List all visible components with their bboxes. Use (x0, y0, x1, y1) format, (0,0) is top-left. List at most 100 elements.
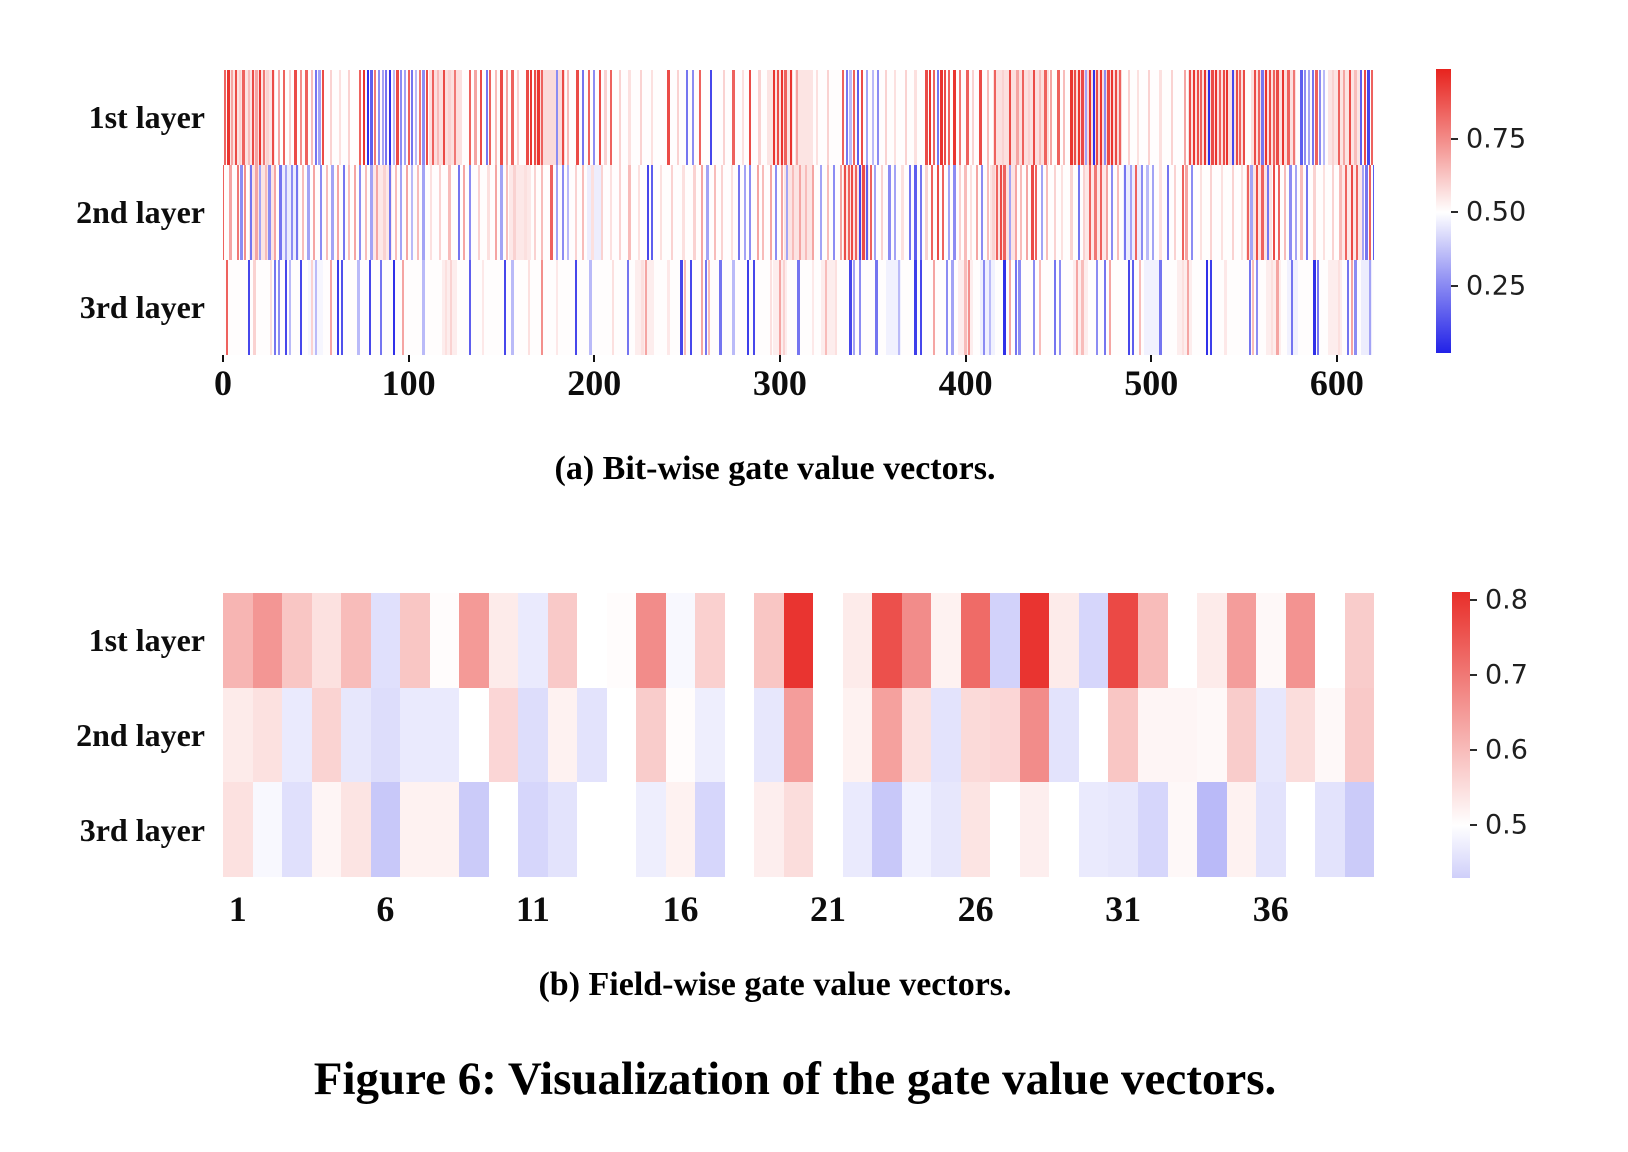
x-tick-label-b: 31 (1105, 889, 1142, 929)
gate-stripe (1103, 260, 1106, 355)
field-cell (960, 782, 991, 877)
x-tick-label-a: 600 (1309, 363, 1364, 403)
gate-stripe (1315, 70, 1318, 165)
gate-stripe (283, 70, 286, 165)
colorbar-b-tick (1470, 598, 1477, 601)
gate-stripe (381, 70, 384, 165)
gate-stripe (1103, 70, 1106, 165)
gate-stripe (996, 165, 999, 260)
gate-stripe (1003, 165, 1006, 260)
field-cell (311, 782, 342, 877)
field-cell (1256, 593, 1286, 688)
field-cell (990, 687, 1020, 783)
gate-stripe (524, 165, 527, 260)
gate-stripe (827, 70, 830, 165)
gate-stripe (1077, 165, 1080, 260)
gate-stripe (299, 260, 303, 355)
gate-stripe (766, 70, 793, 165)
panel-a-row-label-2: 2nd layer (76, 194, 205, 230)
gate-stripe (290, 165, 293, 260)
gate-stripe (1267, 165, 1270, 260)
gate-stripe (971, 70, 975, 165)
gate-stripe (368, 260, 371, 355)
gate-stripe (414, 70, 418, 165)
gate-stripe (799, 165, 802, 260)
gate-stripe (1372, 165, 1374, 260)
gate-stripe (336, 165, 340, 260)
gate-stripe (505, 165, 509, 260)
gate-stripe (489, 70, 492, 165)
gate-stripe (1332, 70, 1335, 165)
gate-stripe (827, 165, 830, 260)
gate-stripe (1276, 70, 1279, 165)
gate-stripe (789, 70, 793, 165)
field-cell (1137, 687, 1168, 783)
gate-stripe (704, 260, 707, 355)
field-cell (1285, 782, 1316, 877)
gate-stripe (1031, 165, 1034, 260)
field-cell (695, 782, 725, 877)
gate-stripe (1332, 165, 1335, 260)
gate-stripe (1337, 70, 1340, 165)
gate-stripe (500, 165, 503, 260)
gate-stripe (1124, 165, 1127, 260)
field-cell (252, 687, 283, 783)
gate-stripe (970, 165, 973, 260)
gate-stripe (1200, 70, 1203, 165)
gate-stripe (1220, 165, 1223, 260)
gate-stripe (310, 70, 314, 165)
gate-stripe (645, 260, 648, 355)
gate-stripe (247, 70, 251, 165)
gate-stripe (1177, 260, 1193, 355)
gate-stripe (1226, 70, 1229, 165)
gate-stripe (533, 70, 536, 165)
gate-stripe (723, 70, 726, 165)
field-cell (1167, 782, 1198, 877)
field-cell (872, 782, 902, 877)
field-cell (931, 687, 961, 783)
gate-stripe (619, 165, 622, 260)
field-cell (606, 593, 637, 688)
gate-stripe (1319, 70, 1322, 165)
field-cell (518, 593, 548, 688)
gate-stripe (841, 70, 845, 165)
gate-stripe (229, 165, 232, 260)
gate-stripe (1127, 70, 1131, 165)
gate-stripe (240, 165, 243, 260)
gate-stripe (1293, 70, 1296, 165)
colorbar-a-tick-label: 0.25 (1466, 270, 1527, 302)
x-tick-label-b: 21 (810, 889, 846, 929)
gate-stripe (936, 165, 939, 260)
gate-stripe (314, 260, 317, 355)
gate-stripe (1170, 70, 1173, 165)
field-cell (1197, 593, 1227, 688)
field-cell (459, 782, 489, 877)
gate-stripe (1190, 165, 1194, 260)
gate-stripe (778, 260, 782, 355)
field-cell (1078, 782, 1109, 877)
gate-stripe (541, 260, 544, 355)
field-cell (665, 593, 696, 688)
gate-stripe (1327, 260, 1343, 355)
colorbar-b-tick-label: 0.7 (1485, 659, 1528, 691)
gate-stripe (305, 70, 308, 165)
field-cell (282, 687, 312, 783)
field-cell (783, 593, 814, 688)
gate-stripe (255, 165, 258, 260)
field-cell (724, 782, 755, 877)
gate-stripe (1166, 165, 1170, 260)
gate-stripe (1359, 70, 1363, 165)
gate-stripe (885, 260, 901, 355)
gate-stripe (849, 260, 852, 355)
field-cell (1049, 782, 1079, 877)
colorbar-a-tick (1451, 138, 1458, 141)
gate-stripe (698, 70, 702, 165)
gate-stripe (457, 165, 460, 260)
gate-stripe (262, 70, 265, 165)
gate-stripe (236, 165, 239, 260)
gate-stripe (598, 70, 601, 165)
gate-stripe (1192, 70, 1196, 165)
gate-stripe (1361, 165, 1364, 260)
gate-stripe (1200, 165, 1203, 260)
x-tick-label-a: 200 (567, 363, 622, 403)
